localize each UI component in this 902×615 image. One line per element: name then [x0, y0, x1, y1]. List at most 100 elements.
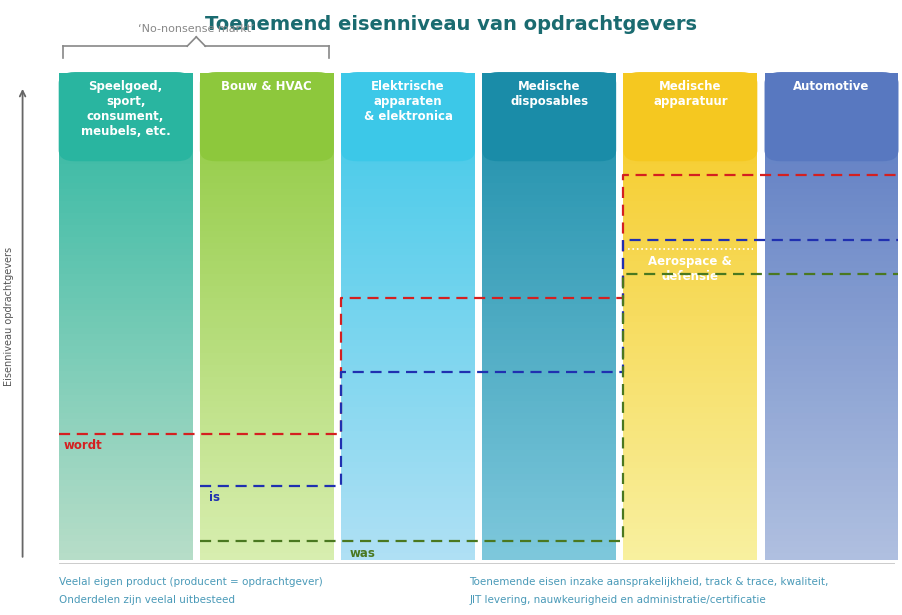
Bar [622, 359, 757, 365]
Bar [622, 504, 757, 511]
Text: Medische
disposables: Medische disposables [510, 80, 587, 108]
Bar [622, 413, 757, 420]
Bar [341, 103, 474, 110]
Bar [199, 213, 334, 220]
Bar [341, 195, 474, 201]
Bar [199, 225, 334, 232]
Bar [622, 170, 757, 177]
Bar [622, 140, 757, 147]
Bar [622, 553, 757, 560]
Bar [764, 462, 897, 469]
Bar [199, 322, 334, 329]
Bar [482, 517, 615, 523]
Bar [59, 395, 192, 402]
Bar [764, 438, 897, 444]
Bar [482, 401, 615, 408]
Bar [482, 534, 615, 541]
Bar [622, 541, 757, 547]
Bar [622, 152, 757, 159]
Bar [59, 164, 192, 171]
Bar [341, 517, 474, 523]
Bar [764, 419, 897, 426]
Bar [622, 316, 757, 323]
Bar [341, 304, 474, 311]
Bar [482, 383, 615, 390]
Bar [622, 407, 757, 414]
Bar [622, 517, 757, 523]
Bar [59, 225, 192, 232]
Bar [59, 158, 192, 165]
Bar [622, 401, 757, 408]
Bar [622, 255, 757, 262]
Bar [764, 195, 897, 201]
Bar [482, 438, 615, 444]
Bar [341, 504, 474, 511]
Bar [341, 140, 474, 147]
Bar [59, 541, 192, 547]
Bar [764, 413, 897, 420]
Bar [199, 158, 334, 165]
Bar [482, 219, 615, 226]
Bar [622, 352, 757, 359]
Bar [59, 213, 192, 220]
Bar [341, 443, 474, 450]
Bar [482, 85, 615, 92]
Bar [199, 170, 334, 177]
Bar [341, 529, 474, 535]
Bar [764, 529, 897, 535]
Bar [341, 286, 474, 293]
Bar [764, 534, 897, 541]
Bar [482, 450, 615, 456]
Bar [622, 432, 757, 438]
Bar [341, 316, 474, 323]
Bar [764, 286, 897, 293]
Bar [199, 371, 334, 378]
Bar [482, 268, 615, 274]
Bar [199, 492, 334, 499]
Bar [199, 304, 334, 311]
Bar [622, 474, 757, 481]
Bar [199, 310, 334, 317]
Bar [59, 304, 192, 311]
Bar [341, 261, 474, 268]
Bar [622, 268, 757, 274]
Bar [199, 389, 334, 395]
Bar [622, 534, 757, 541]
Bar [764, 92, 897, 98]
Bar [341, 407, 474, 414]
Text: Medische
apparatuur: Medische apparatuur [652, 80, 727, 108]
Bar [622, 426, 757, 432]
Bar [341, 395, 474, 402]
Bar [341, 480, 474, 487]
Bar [341, 274, 474, 280]
Bar [59, 401, 192, 408]
Bar [482, 510, 615, 517]
Bar [59, 419, 192, 426]
Bar [622, 261, 757, 268]
Bar [341, 401, 474, 408]
Bar [59, 268, 192, 274]
Bar [482, 340, 615, 347]
Bar [199, 122, 334, 129]
Bar [622, 389, 757, 395]
Bar [482, 389, 615, 395]
Bar [341, 456, 474, 462]
Bar [622, 486, 757, 493]
Bar [482, 261, 615, 268]
Text: wordt: wordt [63, 439, 102, 452]
Bar [199, 529, 334, 535]
Bar [482, 335, 615, 341]
Bar [482, 128, 615, 135]
Bar [482, 292, 615, 298]
Bar [59, 109, 192, 116]
Bar [764, 346, 897, 353]
Bar [622, 510, 757, 517]
Bar [482, 523, 615, 530]
Bar [59, 292, 192, 298]
Bar [59, 517, 192, 523]
Bar [482, 316, 615, 323]
Bar [764, 443, 897, 450]
Bar [622, 438, 757, 444]
Bar [59, 274, 192, 280]
Bar [341, 170, 474, 177]
